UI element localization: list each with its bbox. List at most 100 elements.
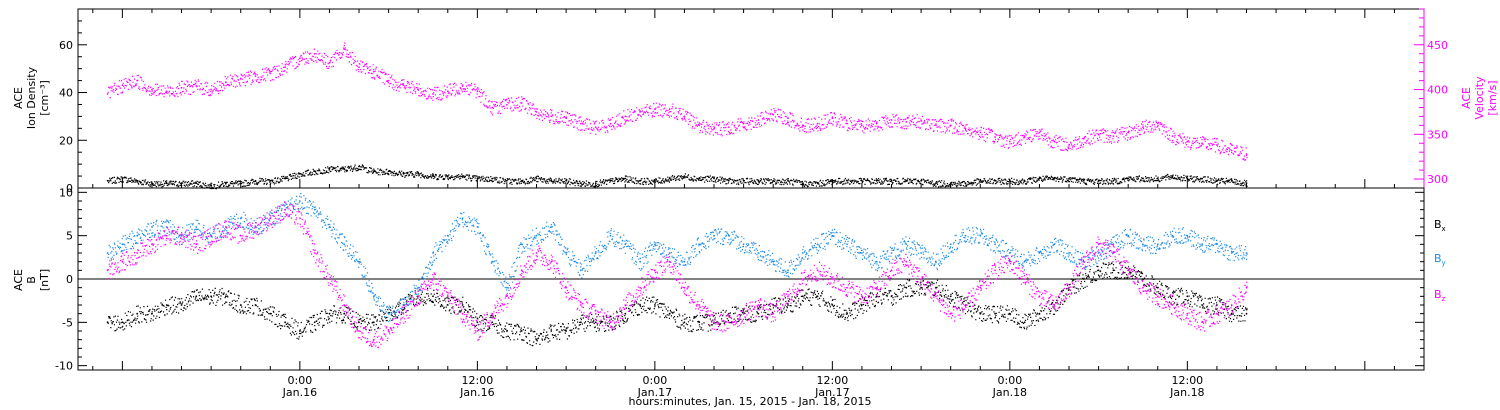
series-ion-density-point (846, 179, 848, 182)
series-velocity-point (1142, 126, 1144, 128)
series-velocity-point (328, 61, 331, 64)
series-velocity-point (1127, 131, 1130, 134)
series-by-point (816, 243, 819, 246)
series-by-point (668, 252, 671, 254)
series-ion-density-point (254, 179, 257, 182)
legend-label: B (1434, 218, 1442, 231)
series-bz-point (387, 330, 390, 332)
series-velocity-point (195, 85, 198, 87)
series-by-point (609, 234, 612, 237)
series-bz-point (506, 295, 508, 298)
series-by-point (106, 252, 109, 254)
series-bz-point (875, 286, 878, 289)
series-ion-density-point (432, 175, 434, 178)
series-ion-density-point (165, 182, 168, 185)
series-by-point (1008, 252, 1011, 254)
series-by-point (964, 234, 967, 237)
series-bz-point (639, 286, 641, 289)
series-bz-point (1053, 304, 1056, 306)
series-by-point (1171, 234, 1174, 237)
series-bx-point (1023, 321, 1026, 324)
series-bx-point (195, 295, 198, 298)
series-bz-point (1230, 304, 1233, 306)
series-velocity-point (506, 103, 508, 106)
series-by-point (920, 252, 922, 254)
series-by-point (683, 260, 686, 263)
series-velocity-point (1171, 135, 1174, 138)
series-by-point (417, 286, 420, 289)
series-bz-point (195, 243, 198, 246)
series-ion-density-point (1023, 179, 1026, 182)
x-tick-date-label: Jan.16 (459, 386, 494, 399)
series-bz-point (1008, 260, 1011, 263)
series-bz-point (180, 234, 183, 237)
series-bx-point (269, 312, 272, 315)
series-ion-density-point (506, 179, 508, 182)
series-velocity-point (742, 122, 745, 125)
series-bx-point (831, 304, 834, 306)
series-ion-density-point (284, 177, 286, 180)
series-bz-point (165, 234, 168, 237)
series-by-point (1023, 260, 1026, 263)
series-ion-density-point (520, 179, 523, 182)
series-velocity-point (372, 70, 375, 73)
series-by-point (727, 234, 730, 237)
series-bx-point (358, 321, 360, 324)
series-bx-point (225, 295, 227, 298)
series-by-point (343, 243, 346, 246)
series-ion-density-point (1201, 177, 1203, 180)
series-bz-point (1082, 260, 1085, 263)
series-by-point (299, 200, 301, 202)
series-by-point (801, 252, 804, 254)
series-velocity-point (565, 117, 567, 120)
series-velocity-point (994, 136, 996, 138)
series-bx-point (890, 295, 893, 298)
series-bz-point (935, 295, 937, 298)
series-by-point (875, 260, 878, 263)
series-velocity-point (284, 66, 286, 69)
b-tick-label: 0 (66, 273, 73, 286)
series-velocity-point (1053, 140, 1056, 143)
series-bx-point (787, 304, 789, 306)
series-bz-point (1127, 269, 1130, 272)
series-velocity-point (772, 113, 775, 116)
series-bx-point (1156, 286, 1159, 289)
series-bz-point (816, 269, 819, 272)
series-ion-density-point (1230, 179, 1233, 182)
series-bx-point (151, 312, 153, 315)
x-axis-label: hours:minutes, Jan. 15, 2015 - Jan. 18, … (629, 395, 872, 408)
series-bz-point (284, 208, 286, 211)
series-ion-density-point (299, 172, 301, 175)
series-by-point (1127, 234, 1130, 237)
x-tick-date-label: Jan.18 (992, 386, 1027, 399)
series-bz-point (580, 304, 582, 306)
series-ion-density-point (624, 177, 627, 180)
series-by-point (639, 260, 641, 263)
series-by-point (772, 260, 775, 263)
series-bx-point (476, 321, 479, 324)
series-velocity-points (107, 42, 1248, 161)
series-ion-density-point (787, 179, 789, 182)
series-ion-density (106, 164, 1248, 190)
left-axis-label-line: ACE (12, 87, 25, 109)
series-bz-point (254, 226, 257, 228)
x-tick-time-label: 12:00 (462, 374, 494, 387)
series-velocity-point (210, 88, 213, 91)
series-velocity-point (136, 79, 139, 82)
series-by-point (846, 243, 848, 246)
series-by-point (935, 260, 937, 263)
series-velocity-point (254, 75, 257, 77)
b-tick-label: 10 (59, 186, 73, 199)
series-velocity-point (165, 90, 168, 93)
series-velocity-point (580, 122, 582, 125)
series-velocity-point (890, 119, 893, 121)
series-ion-density-point (1216, 179, 1218, 182)
series-bz-point (742, 312, 745, 315)
legend-subscript: y (1442, 259, 1446, 267)
series-ion-density-point (343, 168, 346, 170)
series-ion-density-point (1053, 177, 1056, 180)
series-ion-density-point (639, 179, 641, 182)
right-axis-label-line: ACE (1460, 87, 1473, 109)
series-bz-point (417, 295, 420, 298)
